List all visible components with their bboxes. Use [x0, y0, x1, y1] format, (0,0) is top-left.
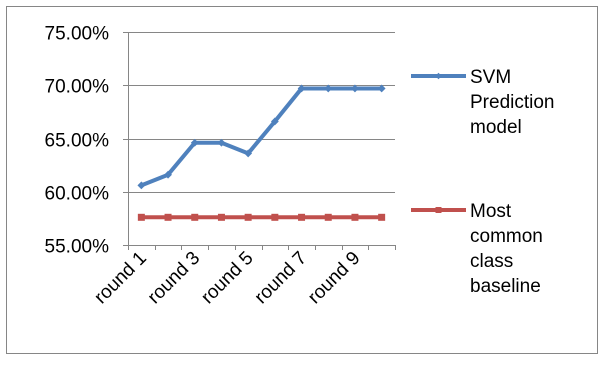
data-point	[217, 138, 226, 147]
series	[137, 84, 386, 221]
y-tick-label: 60.00%	[45, 184, 110, 205]
legend-label: common	[470, 226, 543, 247]
data-point	[298, 213, 306, 221]
legend-label: Prediction	[470, 92, 555, 113]
y-tick-label: 70.00%	[45, 77, 110, 98]
series-1	[137, 213, 386, 221]
legend-label: baseline	[470, 276, 541, 297]
legend-label: Most	[470, 201, 512, 222]
y-tick-label: 55.00%	[45, 237, 110, 258]
y-tick-label: 75.00%	[45, 24, 110, 45]
series-0	[137, 84, 386, 190]
y-tick-labels: 55.00% 60.00% 65.00% 70.00% 75.00%	[45, 24, 110, 258]
legend-label: model	[470, 117, 522, 138]
data-point	[297, 84, 306, 93]
legend-label: SVM	[470, 67, 511, 88]
data-point	[324, 213, 332, 221]
data-point	[164, 213, 172, 221]
data-point	[137, 213, 145, 221]
data-point	[137, 181, 146, 190]
data-point	[244, 149, 253, 158]
data-point	[217, 213, 225, 221]
data-point	[377, 84, 386, 93]
legend-label: class	[470, 251, 513, 272]
data-point	[270, 117, 279, 126]
series-line	[139, 86, 384, 188]
data-point	[164, 170, 172, 179]
data-point	[271, 213, 279, 221]
gridlines	[128, 32, 395, 193]
axes	[123, 32, 396, 250]
data-point	[191, 213, 199, 221]
legend: SVM Prediction model Most common class baselin…	[411, 67, 555, 297]
legend-marker	[435, 207, 442, 213]
data-point	[244, 213, 252, 221]
legend-entry-1: Most common class baseline	[411, 201, 543, 297]
y-tick-label: 65.00%	[45, 131, 110, 152]
chart-border	[6, 6, 598, 354]
data-point	[351, 213, 359, 221]
legend-marker	[435, 72, 442, 80]
data-point	[351, 84, 359, 93]
data-point	[324, 84, 333, 93]
data-point	[378, 213, 386, 221]
legend-entry-0: SVM Prediction model	[411, 67, 555, 138]
data-point	[190, 138, 199, 147]
